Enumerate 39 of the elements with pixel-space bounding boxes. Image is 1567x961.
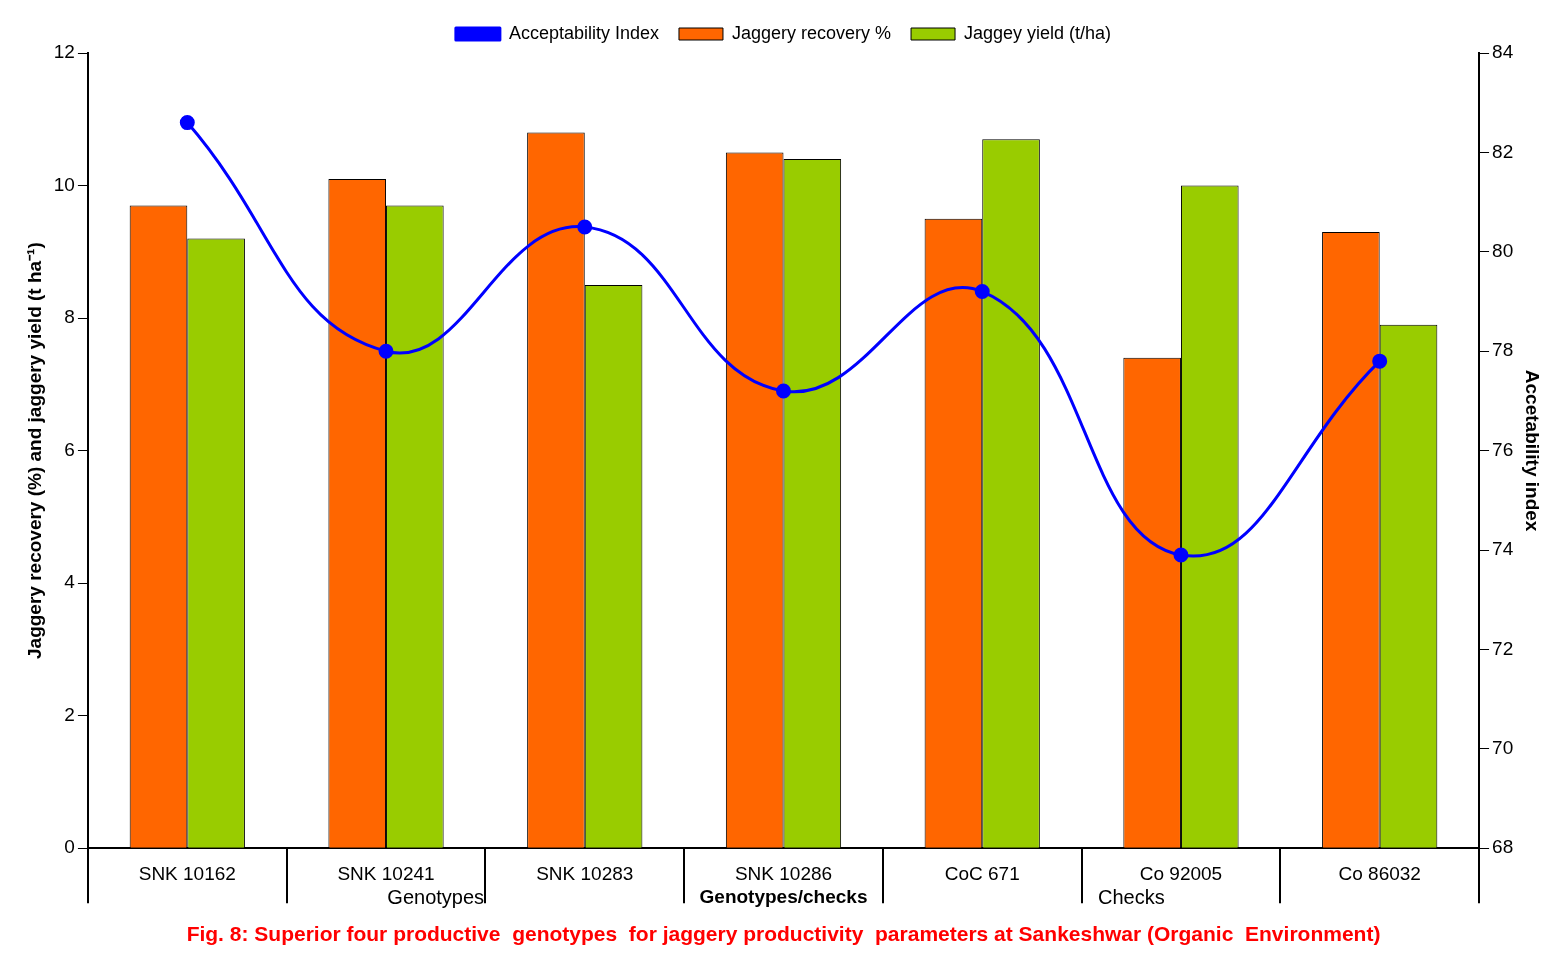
y-tick-label: 12 [53, 41, 75, 63]
y-tick-label: 8 [64, 306, 75, 328]
y2-tick-label: 70 [1492, 737, 1514, 759]
y-tick-label: 0 [64, 836, 75, 858]
x-tick-label: Co 86032 [1338, 862, 1421, 884]
y2-tick-label: 76 [1492, 438, 1514, 460]
x-tick-label: SNK 10283 [536, 862, 634, 884]
point [776, 383, 791, 399]
point [378, 343, 394, 359]
point [1173, 547, 1189, 563]
y-tick-label: 6 [64, 438, 75, 460]
x-tick-label: SNK 10241 [337, 862, 435, 884]
point [577, 219, 593, 235]
x-tick-label: Co 92005 [1139, 862, 1223, 884]
legend-label: Jaggey yield (t/ha) [964, 22, 1112, 43]
y-tick-label: 10 [53, 173, 75, 195]
point [974, 284, 990, 300]
legend-label: Acceptability Index [508, 22, 659, 43]
x-tick-label: SNK 10286 [734, 862, 833, 884]
y2-axis-title: Accetability index [1522, 369, 1544, 532]
y-tick-label: 2 [64, 703, 75, 725]
y-tick-label: 4 [64, 571, 76, 593]
text: Checks [1097, 885, 1165, 908]
y2-tick-label: 82 [1492, 140, 1514, 162]
x-axis-title: Genotypes/checks [699, 885, 868, 907]
y2-tick-label: 74 [1492, 538, 1514, 560]
point [1372, 353, 1388, 369]
y2-tick-label: 72 [1492, 637, 1514, 659]
text: Genotypes [387, 885, 485, 908]
legend-label: Jaggery recovery % [731, 22, 892, 43]
point [179, 115, 195, 131]
text: Fig. 8: Superior four productive genotypes for jaggery productivity parameters at Sankeshwar (Organic Environment) [186, 922, 1381, 946]
x-tick-label: CoC 671 [944, 862, 1020, 884]
x-tick-label: SNK 10162 [138, 862, 236, 884]
y2-tick-label: 80 [1492, 240, 1514, 262]
y2-tick-label: 78 [1492, 339, 1514, 361]
y2-tick-label: 68 [1492, 836, 1514, 858]
y2-tick-label: 84 [1492, 41, 1514, 63]
y-axis-title: Jaggery recovery (%) and jaggery yield (t ha⁻¹) [23, 242, 45, 659]
